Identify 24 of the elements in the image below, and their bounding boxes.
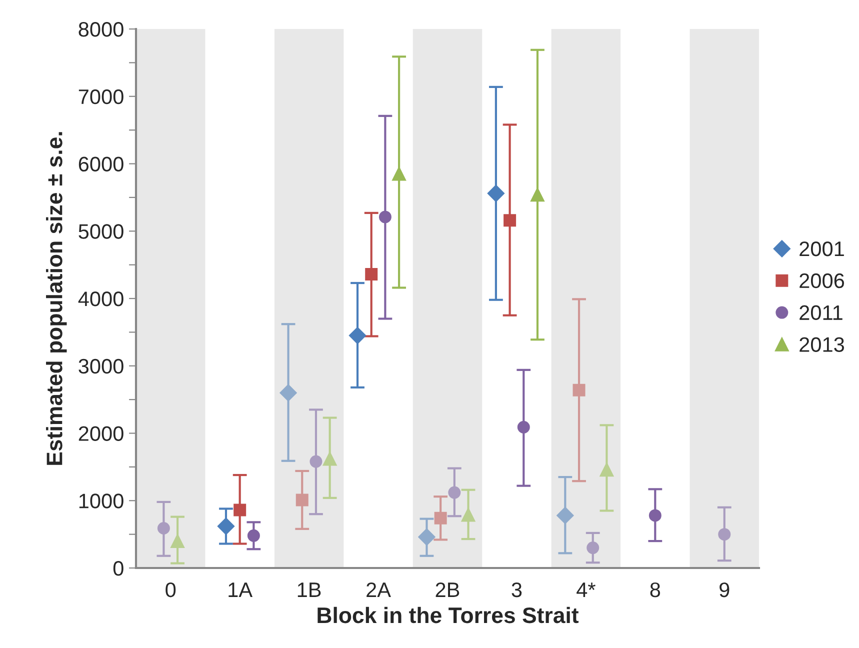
x-axis-title: Block in the Torres Strait <box>318 606 579 624</box>
y-tick-label: 4000 <box>78 292 124 306</box>
legend-label: 2006 <box>800 273 844 288</box>
y-tick-label: 3000 <box>78 358 124 374</box>
y-tick-label: 0 <box>113 561 124 576</box>
y-tick-label: 1000 <box>79 494 124 508</box>
x-tick-label: 1B <box>298 582 321 597</box>
x-tick-label: 1A <box>228 582 253 597</box>
x-tick-label: 0 <box>166 582 176 598</box>
y-tick-label: 5000 <box>78 224 124 239</box>
x-tick-label: 9 <box>720 582 730 598</box>
x-tick-label: 2A <box>366 582 391 597</box>
x-tick-label: 4* <box>576 582 596 597</box>
y-tick-label: 6000 <box>78 156 124 172</box>
legend-label: 2011 <box>800 305 842 320</box>
y-axis-title: Estimated population size ± s.e. <box>46 132 67 465</box>
legend-label: 2013 <box>800 337 844 352</box>
x-tick-label: 3 <box>512 582 522 598</box>
y-tick-label: 7000 <box>78 89 124 104</box>
legend-label: 2001 <box>800 241 844 256</box>
x-tick-label: 8 <box>650 582 660 598</box>
y-tick-label: 8000 <box>78 22 124 37</box>
x-tick-label: 2B <box>436 582 460 597</box>
y-tick-label: 2000 <box>78 426 124 442</box>
